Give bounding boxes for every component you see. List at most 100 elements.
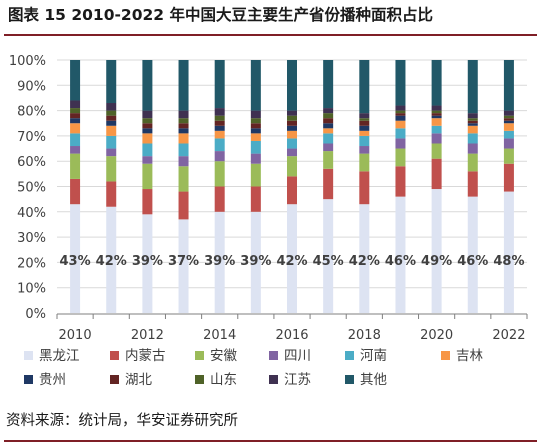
x-tick-label: 2010 [59,328,92,343]
data-label: 42% [349,254,380,269]
data-label: 48% [493,254,524,269]
bar-segment [178,166,189,192]
x-tick-label: 2018 [348,328,381,343]
x-tick-label: 2016 [275,328,308,343]
bar-segment [178,143,189,157]
bar-segment [359,153,370,172]
bar-segment [503,191,514,313]
bar-segment [395,120,406,129]
legend-item: 山东 [195,372,237,388]
bar-segment [395,115,406,121]
legend-item: 其他 [345,372,387,388]
y-tick-label: 80% [17,105,46,120]
legend-swatch [24,351,33,360]
bar-segment [467,123,478,126]
bar-segment [250,211,261,313]
bar-segment [70,60,81,101]
bar-segment [323,133,334,144]
bar-segment [142,214,153,313]
bar-segment [287,176,297,205]
bar-segment [359,146,370,154]
legend-item: 黑龙江 [24,348,80,364]
bar-segment [70,108,81,114]
bar-segment [503,118,514,121]
bar-segment [106,206,117,313]
bar-segment [142,60,153,111]
bar-segment [287,125,297,131]
bar-segment [323,123,334,129]
data-label: 39% [240,254,271,269]
bar-segment [142,143,153,157]
bar-segment [467,196,478,313]
legend-swatch [345,351,354,360]
bar-segment [503,148,514,164]
bar-segment [359,130,370,136]
bar-segment [70,123,81,134]
data-label: 46% [385,254,416,269]
bar-segment [142,123,153,129]
x-tick-label: 2012 [131,328,164,343]
bars [70,60,514,313]
bar-segment [287,148,297,157]
legend-swatch [345,375,354,384]
bottom-divider [4,440,537,442]
bar-segment [287,115,297,121]
x-axis: 2010 2012 2014 2016 2018 2020 2022 [56,313,528,343]
bar-segment [70,100,81,109]
bar-segment [287,204,297,313]
y-tick-label: 50% [17,181,46,196]
bar-segment [395,113,406,116]
bar-segment [323,113,334,119]
bar-segment [359,113,370,119]
bar-segment [431,118,442,126]
legend-label: 山东 [210,372,237,388]
bar-segment [323,108,334,114]
x-tick-label: 2014 [203,328,236,343]
bar-segment [467,118,478,121]
bar-segment [467,125,478,134]
bar-segment [395,148,406,167]
bar-segment [287,156,297,177]
bar-segment [178,118,189,124]
x-tick-label: 2020 [420,328,453,343]
bar-segment [359,125,370,131]
bar-segment [287,60,297,111]
bar-segment [178,60,189,111]
bar-segment [287,130,297,139]
chart-title: 图表 15 2010-2022 年中国大豆主要生产省份播种面积占比 [8,6,433,24]
y-tick-label: 0% [25,307,46,322]
legend-item: 内蒙古 [110,348,166,364]
bar-segment [503,123,514,131]
bar-segment [214,130,225,139]
bar-segment [250,140,261,154]
y-tick-label: 90% [17,79,46,94]
bar-segment [214,108,225,116]
legend-item: 江苏 [269,372,311,388]
bar-segment [250,118,261,124]
data-label: 45% [313,254,344,269]
bar-segment [214,151,225,162]
bar-segment [106,135,117,149]
bar-segment [142,189,153,215]
bar-segment [323,143,334,152]
bar-segment [214,161,225,187]
y-tick-label: 40% [17,206,46,221]
bar-segment [395,166,406,197]
y-tick-label: 10% [17,282,46,297]
legend-swatch [24,375,33,384]
legend-swatch [269,375,278,384]
bar-segment [106,103,117,111]
y-tick-label: 100% [9,54,46,69]
legend-item: 安徽 [195,348,237,364]
data-label: 39% [132,254,163,269]
bar-segment [142,110,153,119]
bar-segment [106,156,117,182]
y-tick-label: 70% [17,130,46,145]
y-axis: 0% 10% 20% 30% 40% 50% 60% 70% 80% 90% 100% [9,54,46,322]
bar-segment [467,113,478,119]
bar-segment [70,146,81,154]
bar-segment [214,115,225,121]
bar-segment [250,123,261,129]
bar-segment [359,204,370,313]
legend-label: 黑龙江 [39,348,80,364]
